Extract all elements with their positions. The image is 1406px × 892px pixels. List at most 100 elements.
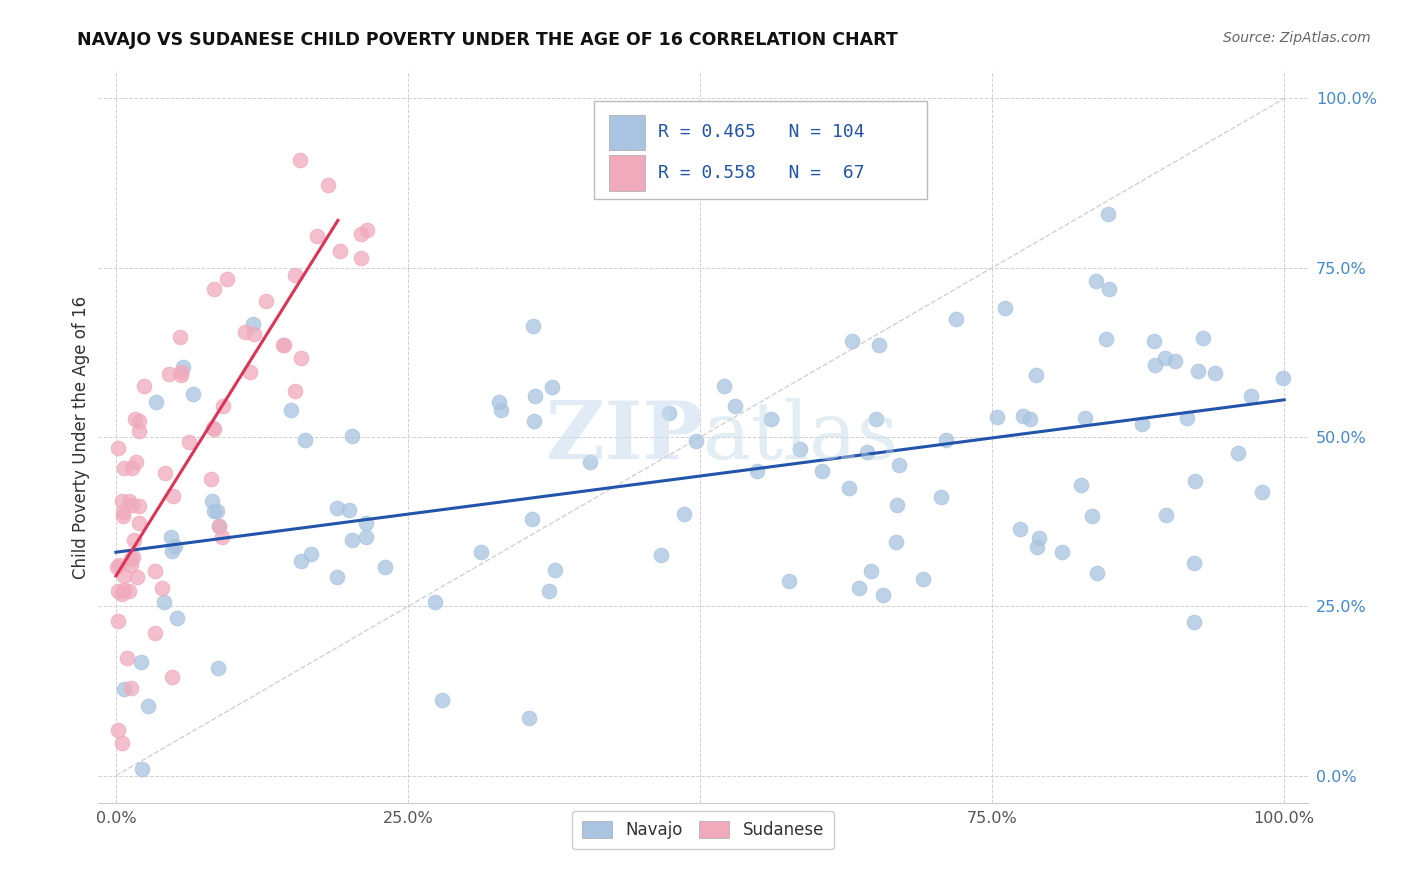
Point bbox=[1226, 446, 1249, 460]
Point bbox=[1251, 485, 1274, 500]
Point bbox=[107, 584, 129, 599]
Point bbox=[543, 563, 565, 577]
Point bbox=[658, 406, 681, 420]
Point bbox=[789, 442, 811, 456]
Point bbox=[211, 530, 233, 544]
Point bbox=[724, 399, 747, 413]
Point bbox=[350, 227, 373, 241]
Point bbox=[354, 516, 377, 530]
Point bbox=[111, 494, 134, 508]
Point bbox=[1182, 556, 1205, 570]
Point bbox=[430, 692, 453, 706]
Point bbox=[153, 466, 176, 480]
Point bbox=[489, 403, 512, 417]
Point bbox=[170, 368, 193, 382]
Point bbox=[1182, 615, 1205, 630]
Point bbox=[872, 588, 894, 602]
Point bbox=[1081, 509, 1104, 524]
Point bbox=[761, 412, 783, 426]
Point bbox=[860, 564, 883, 578]
Point bbox=[290, 351, 312, 366]
Point bbox=[128, 516, 150, 531]
Point bbox=[838, 481, 860, 495]
Point bbox=[112, 583, 135, 598]
Point bbox=[111, 586, 134, 600]
Point bbox=[128, 425, 150, 439]
Point bbox=[1085, 274, 1108, 288]
Point bbox=[120, 681, 142, 696]
Point bbox=[120, 551, 142, 566]
Point bbox=[1019, 412, 1042, 426]
Point bbox=[1240, 389, 1263, 403]
Point bbox=[128, 414, 150, 428]
Point bbox=[1085, 566, 1108, 580]
Point bbox=[1010, 522, 1032, 536]
Point bbox=[165, 539, 187, 553]
Point bbox=[115, 650, 138, 665]
Point bbox=[1130, 417, 1153, 432]
Y-axis label: Child Poverty Under the Age of 16: Child Poverty Under the Age of 16 bbox=[72, 295, 90, 579]
Point bbox=[522, 512, 544, 526]
Point bbox=[1052, 545, 1074, 559]
Text: atlas: atlas bbox=[703, 398, 898, 476]
Bar bbox=[609, 114, 645, 150]
Point bbox=[242, 318, 264, 332]
Point bbox=[523, 389, 546, 403]
Point bbox=[337, 503, 360, 517]
Point bbox=[170, 365, 193, 379]
Point bbox=[273, 337, 295, 351]
Point bbox=[254, 293, 277, 308]
Point bbox=[1098, 282, 1121, 296]
Point bbox=[153, 595, 176, 609]
Point bbox=[208, 519, 231, 533]
Point bbox=[112, 569, 135, 583]
Point bbox=[354, 530, 377, 544]
Point bbox=[1184, 474, 1206, 488]
Point bbox=[172, 360, 194, 375]
Point bbox=[778, 574, 800, 588]
Point bbox=[342, 429, 364, 443]
Point bbox=[200, 472, 222, 486]
Point bbox=[105, 559, 128, 574]
Point bbox=[128, 500, 150, 514]
Point bbox=[356, 223, 378, 237]
Point bbox=[1204, 366, 1226, 380]
Point bbox=[107, 614, 129, 628]
Point bbox=[150, 582, 173, 596]
Point bbox=[233, 325, 256, 339]
Point bbox=[1143, 359, 1166, 373]
Point bbox=[202, 281, 225, 295]
Point bbox=[136, 699, 159, 714]
Point bbox=[305, 229, 328, 244]
Point bbox=[522, 319, 544, 334]
Point bbox=[986, 410, 1008, 425]
Point bbox=[868, 337, 890, 351]
Point bbox=[841, 334, 863, 348]
Point bbox=[1143, 334, 1166, 348]
Point bbox=[121, 498, 143, 512]
Text: R = 0.558   N =  67: R = 0.558 N = 67 bbox=[658, 164, 865, 182]
Point bbox=[160, 544, 183, 558]
Point bbox=[935, 433, 957, 447]
Text: NAVAJO VS SUDANESE CHILD POVERTY UNDER THE AGE OF 16 CORRELATION CHART: NAVAJO VS SUDANESE CHILD POVERTY UNDER T… bbox=[77, 31, 898, 49]
Point bbox=[374, 560, 396, 574]
Point bbox=[157, 368, 180, 382]
Point bbox=[579, 455, 602, 469]
Point bbox=[290, 554, 312, 568]
Point bbox=[280, 403, 302, 417]
Point bbox=[181, 387, 204, 401]
Point bbox=[1175, 411, 1198, 425]
Point bbox=[1154, 351, 1177, 365]
Point bbox=[111, 736, 134, 750]
Point bbox=[488, 395, 510, 409]
Point bbox=[811, 464, 834, 478]
Point bbox=[856, 445, 879, 459]
Point bbox=[848, 582, 870, 596]
Point bbox=[120, 558, 142, 572]
Point bbox=[207, 661, 229, 675]
Point bbox=[125, 569, 148, 583]
Point bbox=[118, 493, 141, 508]
Point bbox=[122, 533, 145, 547]
Point bbox=[340, 533, 363, 548]
Point bbox=[202, 422, 225, 436]
